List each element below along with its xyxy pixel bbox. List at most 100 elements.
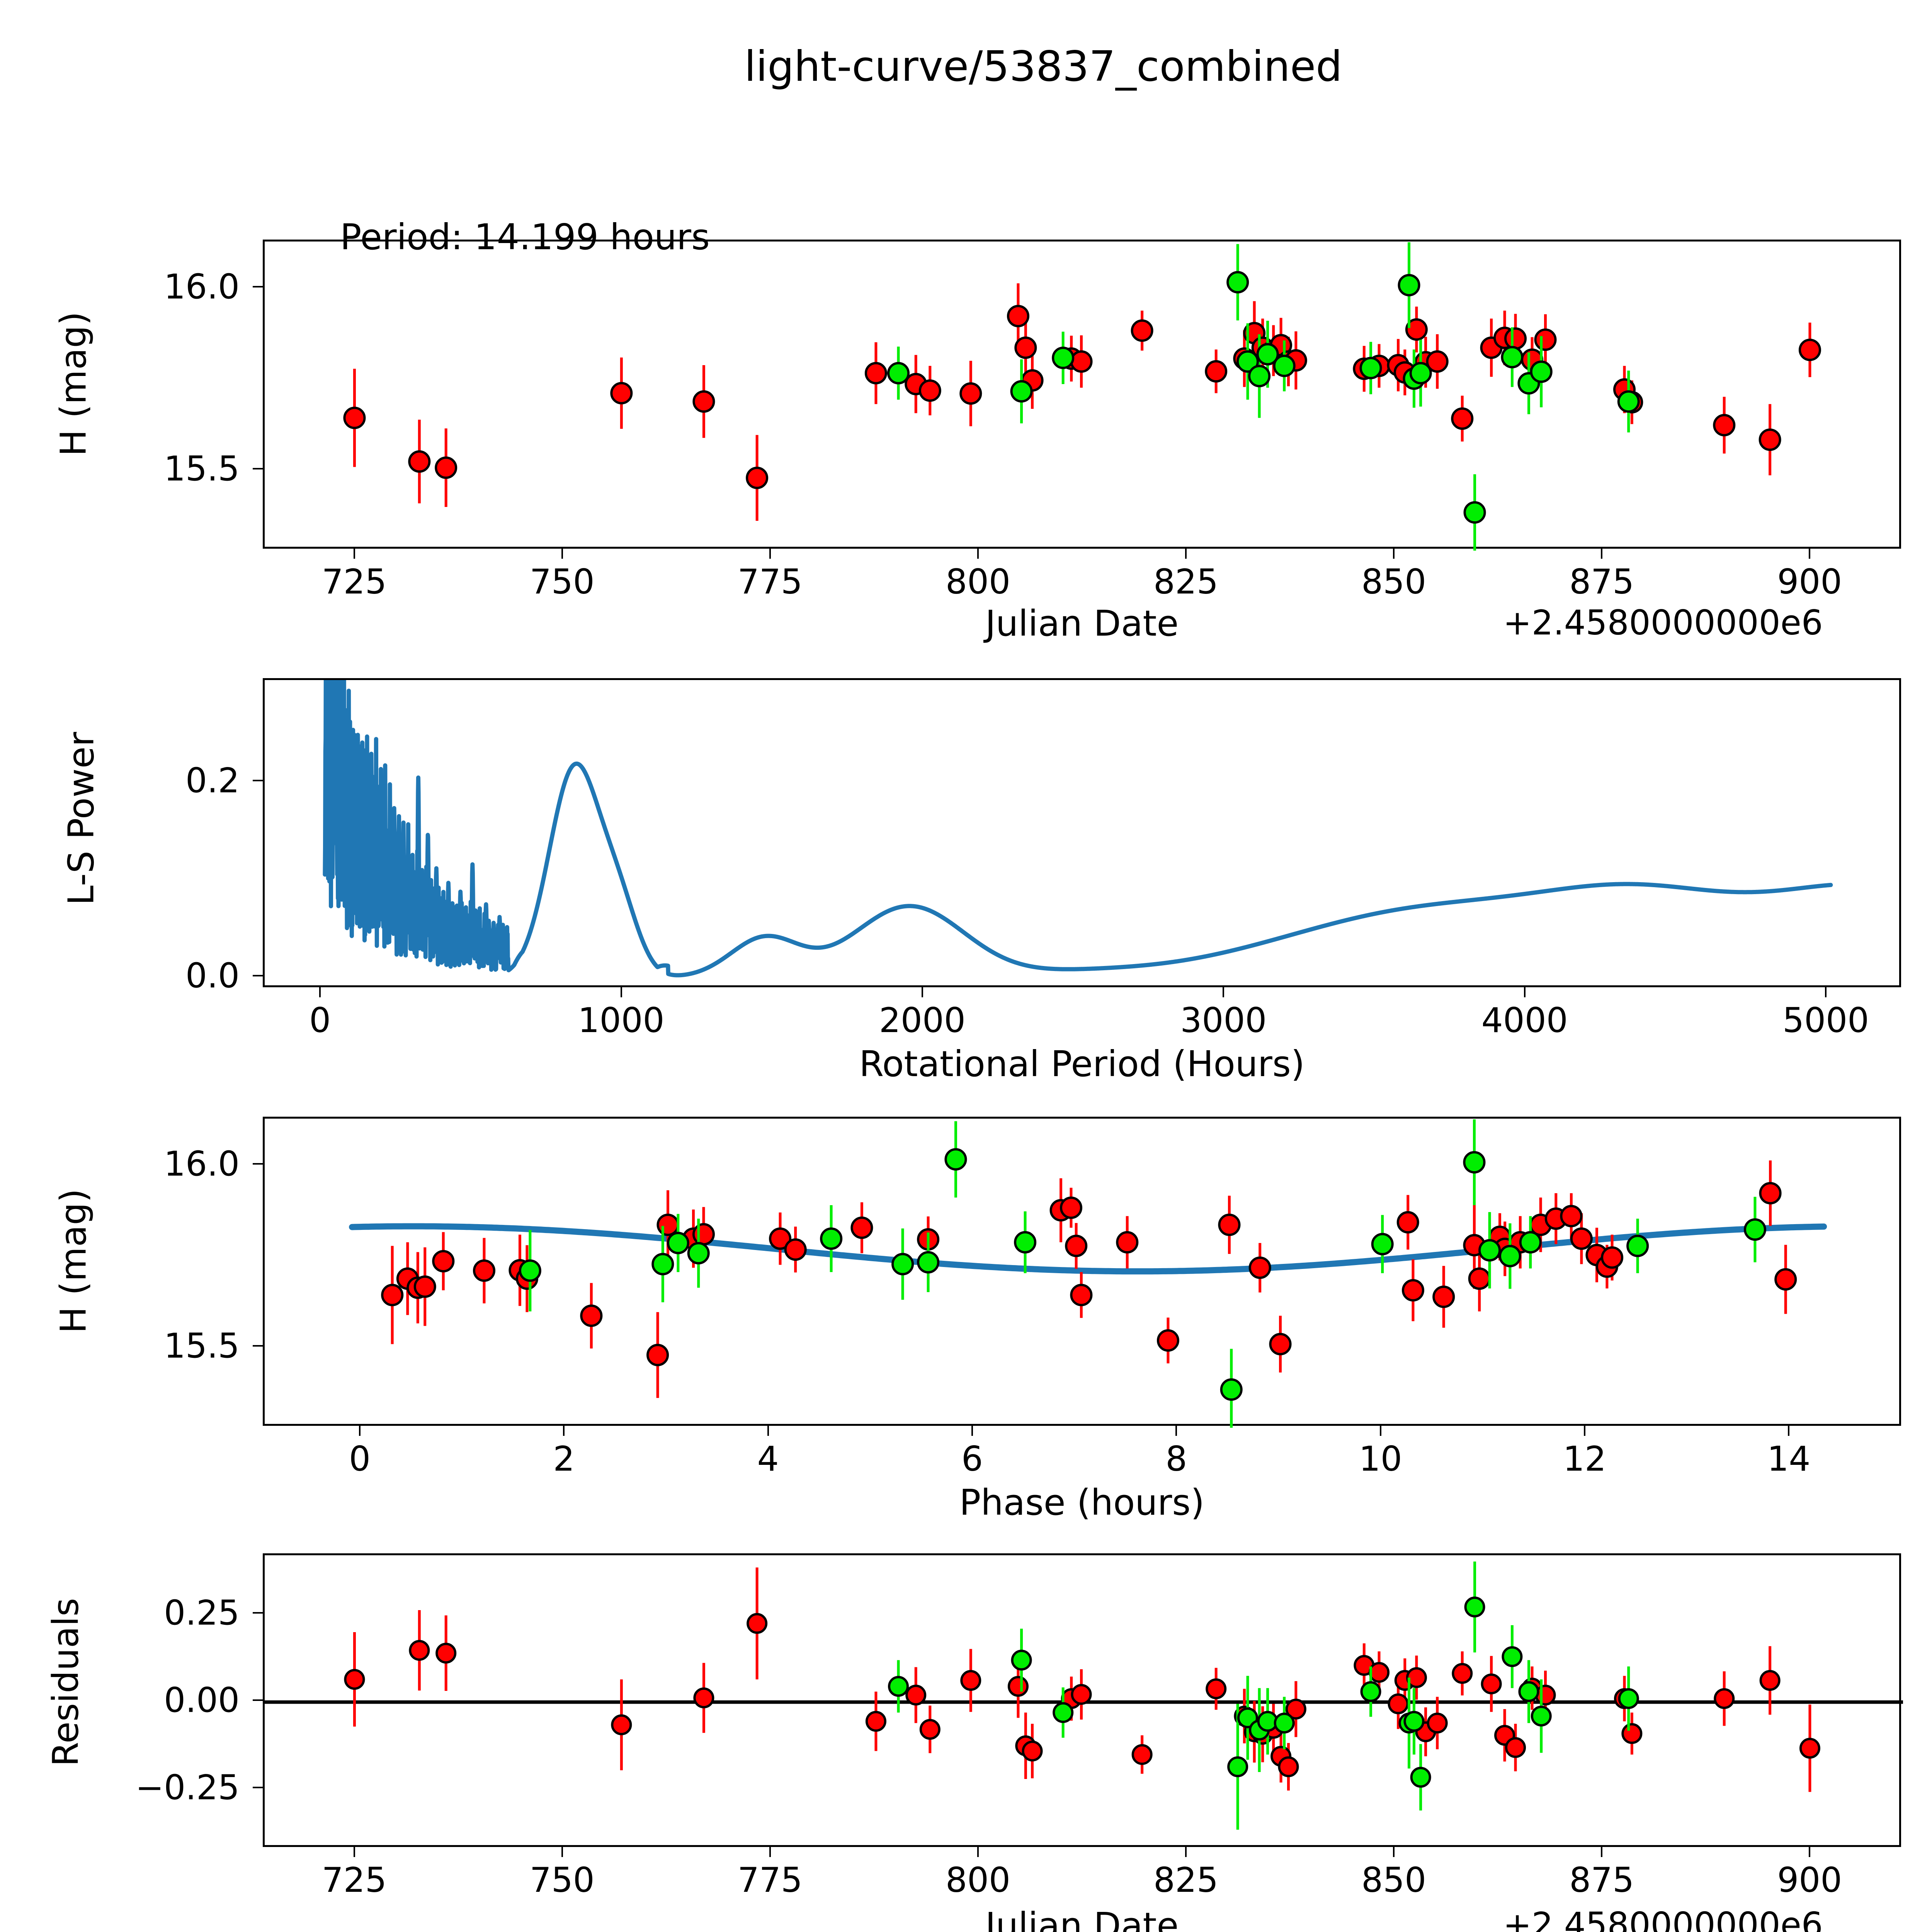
x-tick-label: 2 bbox=[553, 1439, 575, 1479]
x-tick-label: 725 bbox=[321, 562, 387, 602]
x-tick-mark bbox=[769, 1847, 771, 1857]
x-tick-label: 3000 bbox=[1180, 1000, 1267, 1040]
x-tick-mark bbox=[1393, 549, 1395, 559]
x-tick-mark bbox=[1601, 1847, 1603, 1857]
x-tick-mark bbox=[769, 549, 771, 559]
y-tick-label: −0.25 bbox=[135, 1767, 240, 1808]
phase-axes bbox=[263, 1117, 1901, 1428]
series-ff0000 bbox=[344, 1567, 1820, 1792]
lightcurve-xlabel: Julian Date bbox=[985, 603, 1179, 644]
y-tick-label: 15.5 bbox=[164, 1326, 240, 1366]
periodogram-ylabel: L-S Power bbox=[60, 732, 102, 905]
x-tick-mark bbox=[1809, 549, 1811, 559]
x-tick-label: 775 bbox=[737, 562, 803, 602]
x-tick-label: 0 bbox=[349, 1439, 371, 1479]
lightcurve-axes bbox=[263, 240, 1901, 551]
periodogram-plot bbox=[323, 680, 1833, 978]
x-tick-label: 900 bbox=[1777, 562, 1842, 602]
periodogram-axes bbox=[263, 678, 1901, 987]
x-tick-mark bbox=[1788, 1426, 1790, 1436]
y-tick-mark bbox=[253, 1345, 263, 1347]
x-tick-mark bbox=[767, 1426, 769, 1436]
x-tick-mark bbox=[1825, 987, 1827, 997]
x-tick-mark bbox=[620, 987, 622, 997]
x-tick-label: 825 bbox=[1153, 562, 1219, 602]
x-tick-label: 12 bbox=[1563, 1439, 1607, 1479]
series-ff0000 bbox=[381, 1160, 1797, 1398]
x-tick-label: 10 bbox=[1359, 1439, 1402, 1479]
y-tick-label: 15.5 bbox=[164, 449, 240, 489]
lightcurve-plot bbox=[343, 242, 1821, 551]
x-tick-label: 850 bbox=[1361, 562, 1427, 602]
periodogram-curve bbox=[323, 680, 1833, 978]
x-tick-label: 875 bbox=[1569, 1860, 1634, 1900]
x-tick-label: 800 bbox=[945, 562, 1010, 602]
x-tick-label: 775 bbox=[737, 1860, 803, 1900]
y-tick-mark bbox=[253, 1612, 263, 1614]
x-tick-mark bbox=[319, 987, 321, 997]
residuals-x-offset-label: +2.4580000000e6 bbox=[1503, 1905, 1823, 1932]
residuals-axes bbox=[263, 1553, 1903, 1847]
x-tick-label: 1000 bbox=[578, 1000, 665, 1040]
x-tick-label: 750 bbox=[529, 1860, 595, 1900]
x-tick-mark bbox=[353, 1847, 355, 1857]
x-tick-mark bbox=[977, 1847, 979, 1857]
x-tick-mark bbox=[1185, 549, 1187, 559]
x-tick-mark bbox=[353, 549, 355, 559]
y-tick-mark bbox=[253, 1699, 263, 1701]
x-tick-mark bbox=[359, 1426, 361, 1436]
residuals-xlabel: Julian Date bbox=[985, 1905, 1179, 1932]
phase-plot bbox=[349, 1119, 1827, 1428]
x-tick-label: 6 bbox=[961, 1439, 983, 1479]
period-annotation: Period: 14.199 hours bbox=[340, 216, 710, 258]
x-tick-label: 850 bbox=[1361, 1860, 1427, 1900]
y-tick-mark bbox=[253, 1163, 263, 1165]
y-tick-label: 0.2 bbox=[185, 760, 240, 801]
y-tick-mark bbox=[253, 779, 263, 781]
x-tick-mark bbox=[977, 549, 979, 559]
phase-xlabel: Phase (hours) bbox=[959, 1482, 1205, 1523]
x-tick-label: 4000 bbox=[1481, 1000, 1568, 1040]
x-tick-label: 900 bbox=[1777, 1860, 1842, 1900]
x-tick-mark bbox=[1185, 1847, 1187, 1857]
series-ff0000 bbox=[343, 283, 1821, 521]
y-tick-mark bbox=[253, 468, 263, 469]
series-00ee00 bbox=[888, 1561, 1639, 1830]
x-tick-label: 14 bbox=[1767, 1439, 1811, 1479]
y-tick-mark bbox=[253, 286, 263, 288]
y-tick-label: 16.0 bbox=[164, 1144, 240, 1184]
x-tick-label: 875 bbox=[1569, 562, 1634, 602]
y-tick-mark bbox=[253, 1787, 263, 1789]
series-00ee00 bbox=[519, 1119, 1766, 1428]
y-tick-mark bbox=[253, 975, 263, 976]
x-tick-mark bbox=[1601, 549, 1603, 559]
x-tick-label: 5000 bbox=[1782, 1000, 1869, 1040]
series-00ee00 bbox=[887, 242, 1640, 551]
x-tick-label: 8 bbox=[1165, 1439, 1187, 1479]
periodogram-xlabel: Rotational Period (Hours) bbox=[859, 1043, 1305, 1085]
x-tick-mark bbox=[921, 987, 923, 997]
lightcurve-x-offset-label: +2.4580000000e6 bbox=[1503, 603, 1823, 643]
y-tick-label: 0.0 bbox=[185, 956, 240, 996]
figure-title: light-curve/53837_combined bbox=[744, 43, 1342, 91]
y-tick-label: 16.0 bbox=[164, 267, 240, 307]
x-tick-mark bbox=[561, 1847, 563, 1857]
x-tick-label: 2000 bbox=[879, 1000, 966, 1040]
x-tick-mark bbox=[1524, 987, 1526, 997]
x-tick-label: 800 bbox=[945, 1860, 1010, 1900]
x-tick-mark bbox=[971, 1426, 973, 1436]
x-tick-mark bbox=[563, 1426, 565, 1436]
x-tick-label: 750 bbox=[529, 562, 595, 602]
x-tick-mark bbox=[1379, 1426, 1381, 1436]
x-tick-mark bbox=[1584, 1426, 1586, 1436]
x-tick-label: 4 bbox=[757, 1439, 779, 1479]
y-tick-label: 0.00 bbox=[164, 1680, 240, 1720]
y-tick-label: 0.25 bbox=[164, 1593, 240, 1633]
phase-ylabel: H (mag) bbox=[53, 1189, 94, 1333]
residuals-plot bbox=[265, 1561, 1903, 1830]
x-tick-mark bbox=[1809, 1847, 1811, 1857]
x-tick-mark bbox=[1393, 1847, 1395, 1857]
x-tick-mark bbox=[561, 549, 563, 559]
x-tick-label: 825 bbox=[1153, 1860, 1219, 1900]
